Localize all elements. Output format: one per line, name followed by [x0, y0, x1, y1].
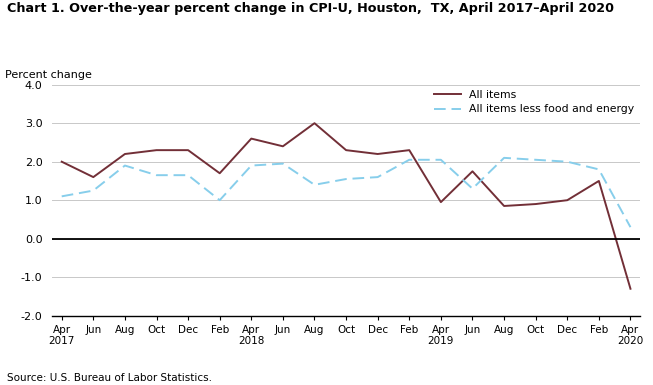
All items: [532, 202, 539, 206]
All items less food and energy: [215, 198, 223, 203]
All items less food and energy: [595, 167, 603, 172]
All items less food and energy: [58, 194, 66, 199]
All items less food and energy: [374, 175, 381, 179]
Text: Percent change: Percent change: [5, 70, 92, 80]
All items less food and energy: [153, 173, 161, 177]
All items: [564, 198, 571, 203]
All items less food and energy: [247, 163, 255, 168]
Legend: All items, All items less food and energy: All items, All items less food and energ…: [434, 90, 635, 114]
All items less food and energy: [121, 163, 129, 168]
All items: [184, 148, 192, 152]
All items: [279, 144, 287, 149]
All items: [406, 148, 413, 152]
All items: [595, 179, 603, 183]
All items: [121, 152, 129, 156]
All items: [626, 286, 634, 291]
All items: [342, 148, 350, 152]
All items: [89, 175, 97, 179]
Text: Chart 1. Over-the-year percent change in CPI-U, Houston,  TX, April 2017–April 2: Chart 1. Over-the-year percent change in…: [7, 2, 614, 15]
All items: [311, 121, 319, 126]
All items less food and energy: [184, 173, 192, 177]
All items less food and energy: [342, 177, 350, 181]
All items less food and energy: [532, 157, 539, 162]
All items less food and energy: [89, 188, 97, 193]
Line: All items less food and energy: All items less food and energy: [62, 158, 630, 227]
All items: [215, 171, 223, 176]
All items: [153, 148, 161, 152]
Line: All items: All items: [62, 123, 630, 289]
All items less food and energy: [469, 186, 477, 191]
All items less food and energy: [626, 225, 634, 229]
All items: [58, 159, 66, 164]
All items: [500, 204, 508, 208]
All items less food and energy: [500, 156, 508, 160]
All items: [469, 169, 477, 174]
All items: [437, 200, 445, 204]
All items less food and energy: [311, 182, 319, 187]
All items less food and energy: [406, 157, 413, 162]
All items less food and energy: [279, 161, 287, 166]
All items: [247, 136, 255, 141]
Text: Source: U.S. Bureau of Labor Statistics.: Source: U.S. Bureau of Labor Statistics.: [7, 373, 212, 383]
All items less food and energy: [437, 157, 445, 162]
All items: [374, 152, 381, 156]
All items less food and energy: [564, 159, 571, 164]
